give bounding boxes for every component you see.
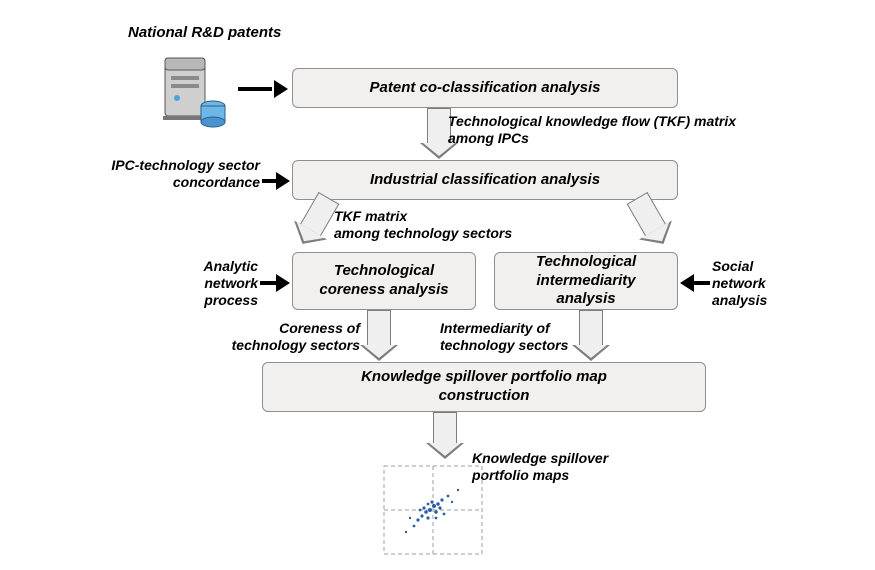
box-tech-intermediarity: Technological intermediarity analysis (494, 252, 678, 310)
box-portfolio-map: Knowledge spillover portfolio map constr… (262, 362, 706, 412)
arrow-anp-to-b3 (260, 278, 288, 288)
box-tech-coreness: Technological coreness analysis (292, 252, 476, 310)
scatter-map-thumbnail (378, 460, 488, 560)
label-edge-tkf-sectors: TKF matrix among technology sectors (334, 208, 512, 242)
label-edge-intermediarity: Intermediarity of technology sectors (440, 320, 568, 354)
arrow-b5-output (426, 412, 464, 459)
label-edge-output-maps: Knowledge spillover portfolio maps (472, 450, 608, 484)
label-national-rd-patents: National R&D patents (128, 24, 281, 42)
box-label: Patent co-classification analysis (370, 79, 601, 98)
server-database-icon (155, 48, 235, 134)
label-edge-tkf-ipcs: Technological knowledge flow (TKF) matri… (448, 113, 736, 147)
label-sna: Social network analysis (712, 258, 862, 308)
box-label: Technological intermediarity analysis (536, 253, 636, 309)
label-ipc-concordance: IPC-technology sector concordance (90, 157, 260, 191)
label-anp: Analytic network process (108, 258, 258, 308)
box-industrial-class: Industrial classification analysis (292, 160, 678, 200)
arrow-b3-b5 (360, 310, 398, 361)
box-patent-coclass: Patent co-classification analysis (292, 68, 678, 108)
box-label: Technological coreness analysis (319, 262, 448, 300)
label-edge-coreness: Coreness of technology sectors (190, 320, 360, 354)
box-label: Industrial classification analysis (370, 171, 600, 190)
arrow-b4-b5 (572, 310, 610, 361)
arrow-patents-to-b1 (238, 84, 286, 94)
box-label: Knowledge spillover portfolio map constr… (361, 368, 607, 406)
arrow-ipc-to-b2 (262, 176, 288, 186)
arrow-sna-to-b4 (682, 278, 710, 288)
